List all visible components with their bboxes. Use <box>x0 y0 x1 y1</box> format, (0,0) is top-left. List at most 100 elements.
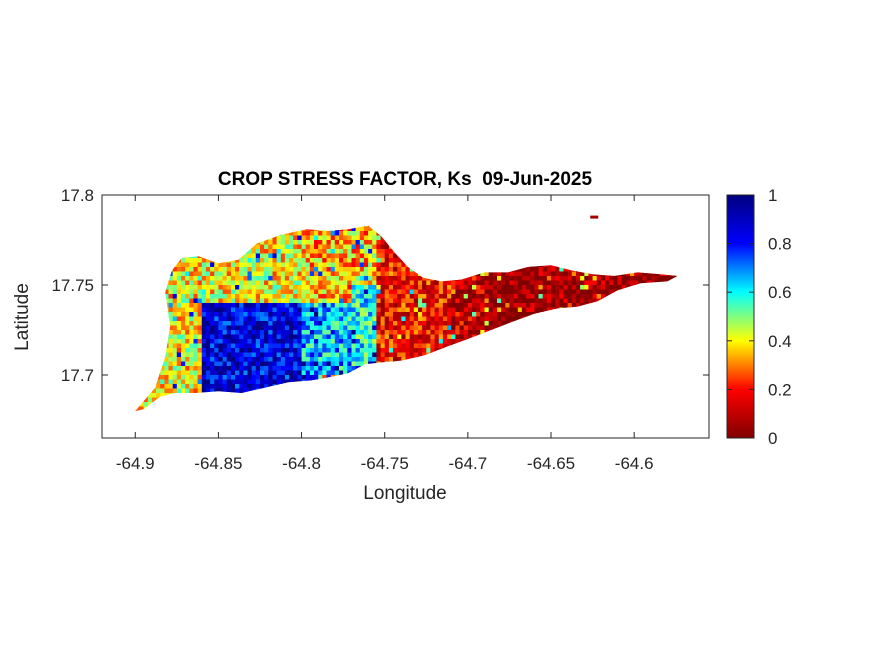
heatmap-cell <box>135 374 136 380</box>
heatmap-cell <box>189 243 195 249</box>
heatmap-cell <box>218 433 223 438</box>
heatmap-cell <box>297 401 303 407</box>
heatmap-cell <box>380 252 386 258</box>
heatmap-cell <box>181 212 186 217</box>
heatmap-cell <box>476 360 481 366</box>
heatmap-cell <box>264 415 269 420</box>
heatmap-cell <box>247 387 253 393</box>
heatmap-cell <box>434 293 440 299</box>
heatmap-cell <box>268 351 274 357</box>
heatmap-cell <box>156 270 161 276</box>
heatmap-cell <box>334 356 340 362</box>
heatmap-cell <box>435 208 440 213</box>
heatmap-cell <box>156 230 161 236</box>
heatmap-cell <box>251 225 257 227</box>
heatmap-cell <box>409 378 415 384</box>
heatmap-cell <box>297 225 303 227</box>
heatmap-cell <box>164 243 170 249</box>
heatmap-cell <box>309 257 315 263</box>
heatmap-cell <box>197 351 203 357</box>
heatmap-cell <box>472 225 477 227</box>
heatmap-cell <box>360 428 365 433</box>
heatmap-cell <box>135 365 136 371</box>
heatmap-cell <box>256 203 261 208</box>
heatmap-cell <box>330 338 336 344</box>
heatmap-cell <box>243 410 249 411</box>
heatmap-cell <box>127 428 132 433</box>
heatmap-cell <box>218 424 223 429</box>
heatmap-cell <box>276 243 282 249</box>
heatmap-cell <box>363 405 369 411</box>
heatmap-cell <box>459 230 465 236</box>
heatmap-cell <box>310 415 315 420</box>
heatmap-cell <box>139 266 145 272</box>
heatmap-cell <box>230 378 236 384</box>
heatmap-cell <box>151 360 157 366</box>
heatmap-cell <box>284 401 290 407</box>
heatmap-cell <box>247 374 253 380</box>
heatmap-cell <box>264 360 269 366</box>
heatmap-cell <box>289 410 294 411</box>
heatmap-cell <box>235 252 240 258</box>
heatmap-cell <box>376 266 382 272</box>
heatmap-cell <box>185 360 190 366</box>
heatmap-cell <box>127 244 132 249</box>
heatmap-cell <box>247 365 253 371</box>
heatmap-cell <box>409 306 415 312</box>
heatmap-cell <box>388 329 394 335</box>
heatmap-cell <box>214 365 220 371</box>
heatmap-cell <box>418 284 423 290</box>
heatmap-cell <box>147 405 153 411</box>
heatmap-cell <box>164 284 170 290</box>
heatmap-cell <box>306 428 311 433</box>
heatmap-cell <box>397 405 402 411</box>
heatmap-cell <box>205 311 211 317</box>
heatmap-cell <box>160 297 165 303</box>
heatmap-cell <box>410 424 415 429</box>
heatmap-cell <box>434 351 440 357</box>
heatmap-cell <box>164 212 169 217</box>
heatmap-cell <box>205 374 211 380</box>
heatmap-cell <box>368 392 373 398</box>
heatmap-cell <box>135 424 140 429</box>
heatmap-cell <box>459 338 465 344</box>
heatmap-cell <box>376 415 381 420</box>
heatmap-cell <box>110 401 115 406</box>
heatmap-cell <box>289 217 294 222</box>
heatmap-cell <box>235 410 240 411</box>
heatmap-cell <box>197 396 203 402</box>
heatmap-cell <box>243 270 249 276</box>
heatmap-cell <box>314 356 319 362</box>
heatmap-cell <box>301 410 307 411</box>
heatmap-cell <box>322 225 328 231</box>
heatmap-cell <box>467 356 473 362</box>
heatmap-cell <box>239 239 244 245</box>
heatmap-cell <box>339 270 344 276</box>
heatmap-cell <box>144 212 149 217</box>
heatmap-cell <box>347 270 353 276</box>
heatmap-cell <box>176 374 182 380</box>
heatmap-cell <box>202 208 207 213</box>
heatmap-cell <box>306 208 311 213</box>
heatmap-cell <box>372 387 377 393</box>
heatmap-cell <box>297 410 303 411</box>
heatmap-cell <box>467 329 473 335</box>
heatmap-cell <box>264 311 269 317</box>
heatmap-cell <box>226 401 232 407</box>
heatmap-cell <box>289 351 294 357</box>
heatmap-cell <box>230 329 236 335</box>
heatmap-cell <box>268 320 274 326</box>
heatmap-cell <box>347 302 353 308</box>
heatmap-cell <box>247 401 253 407</box>
heatmap-cell <box>363 387 369 393</box>
heatmap-cell <box>410 199 415 204</box>
heatmap-cell <box>264 333 269 339</box>
heatmap-cell <box>418 225 423 227</box>
heatmap-cell <box>442 342 448 348</box>
heatmap-cell <box>393 433 398 438</box>
heatmap-cell <box>443 419 448 424</box>
heatmap-cell <box>339 347 344 353</box>
heatmap-cell <box>384 234 390 240</box>
heatmap-cell <box>451 230 456 236</box>
heatmap-cell <box>181 410 186 411</box>
